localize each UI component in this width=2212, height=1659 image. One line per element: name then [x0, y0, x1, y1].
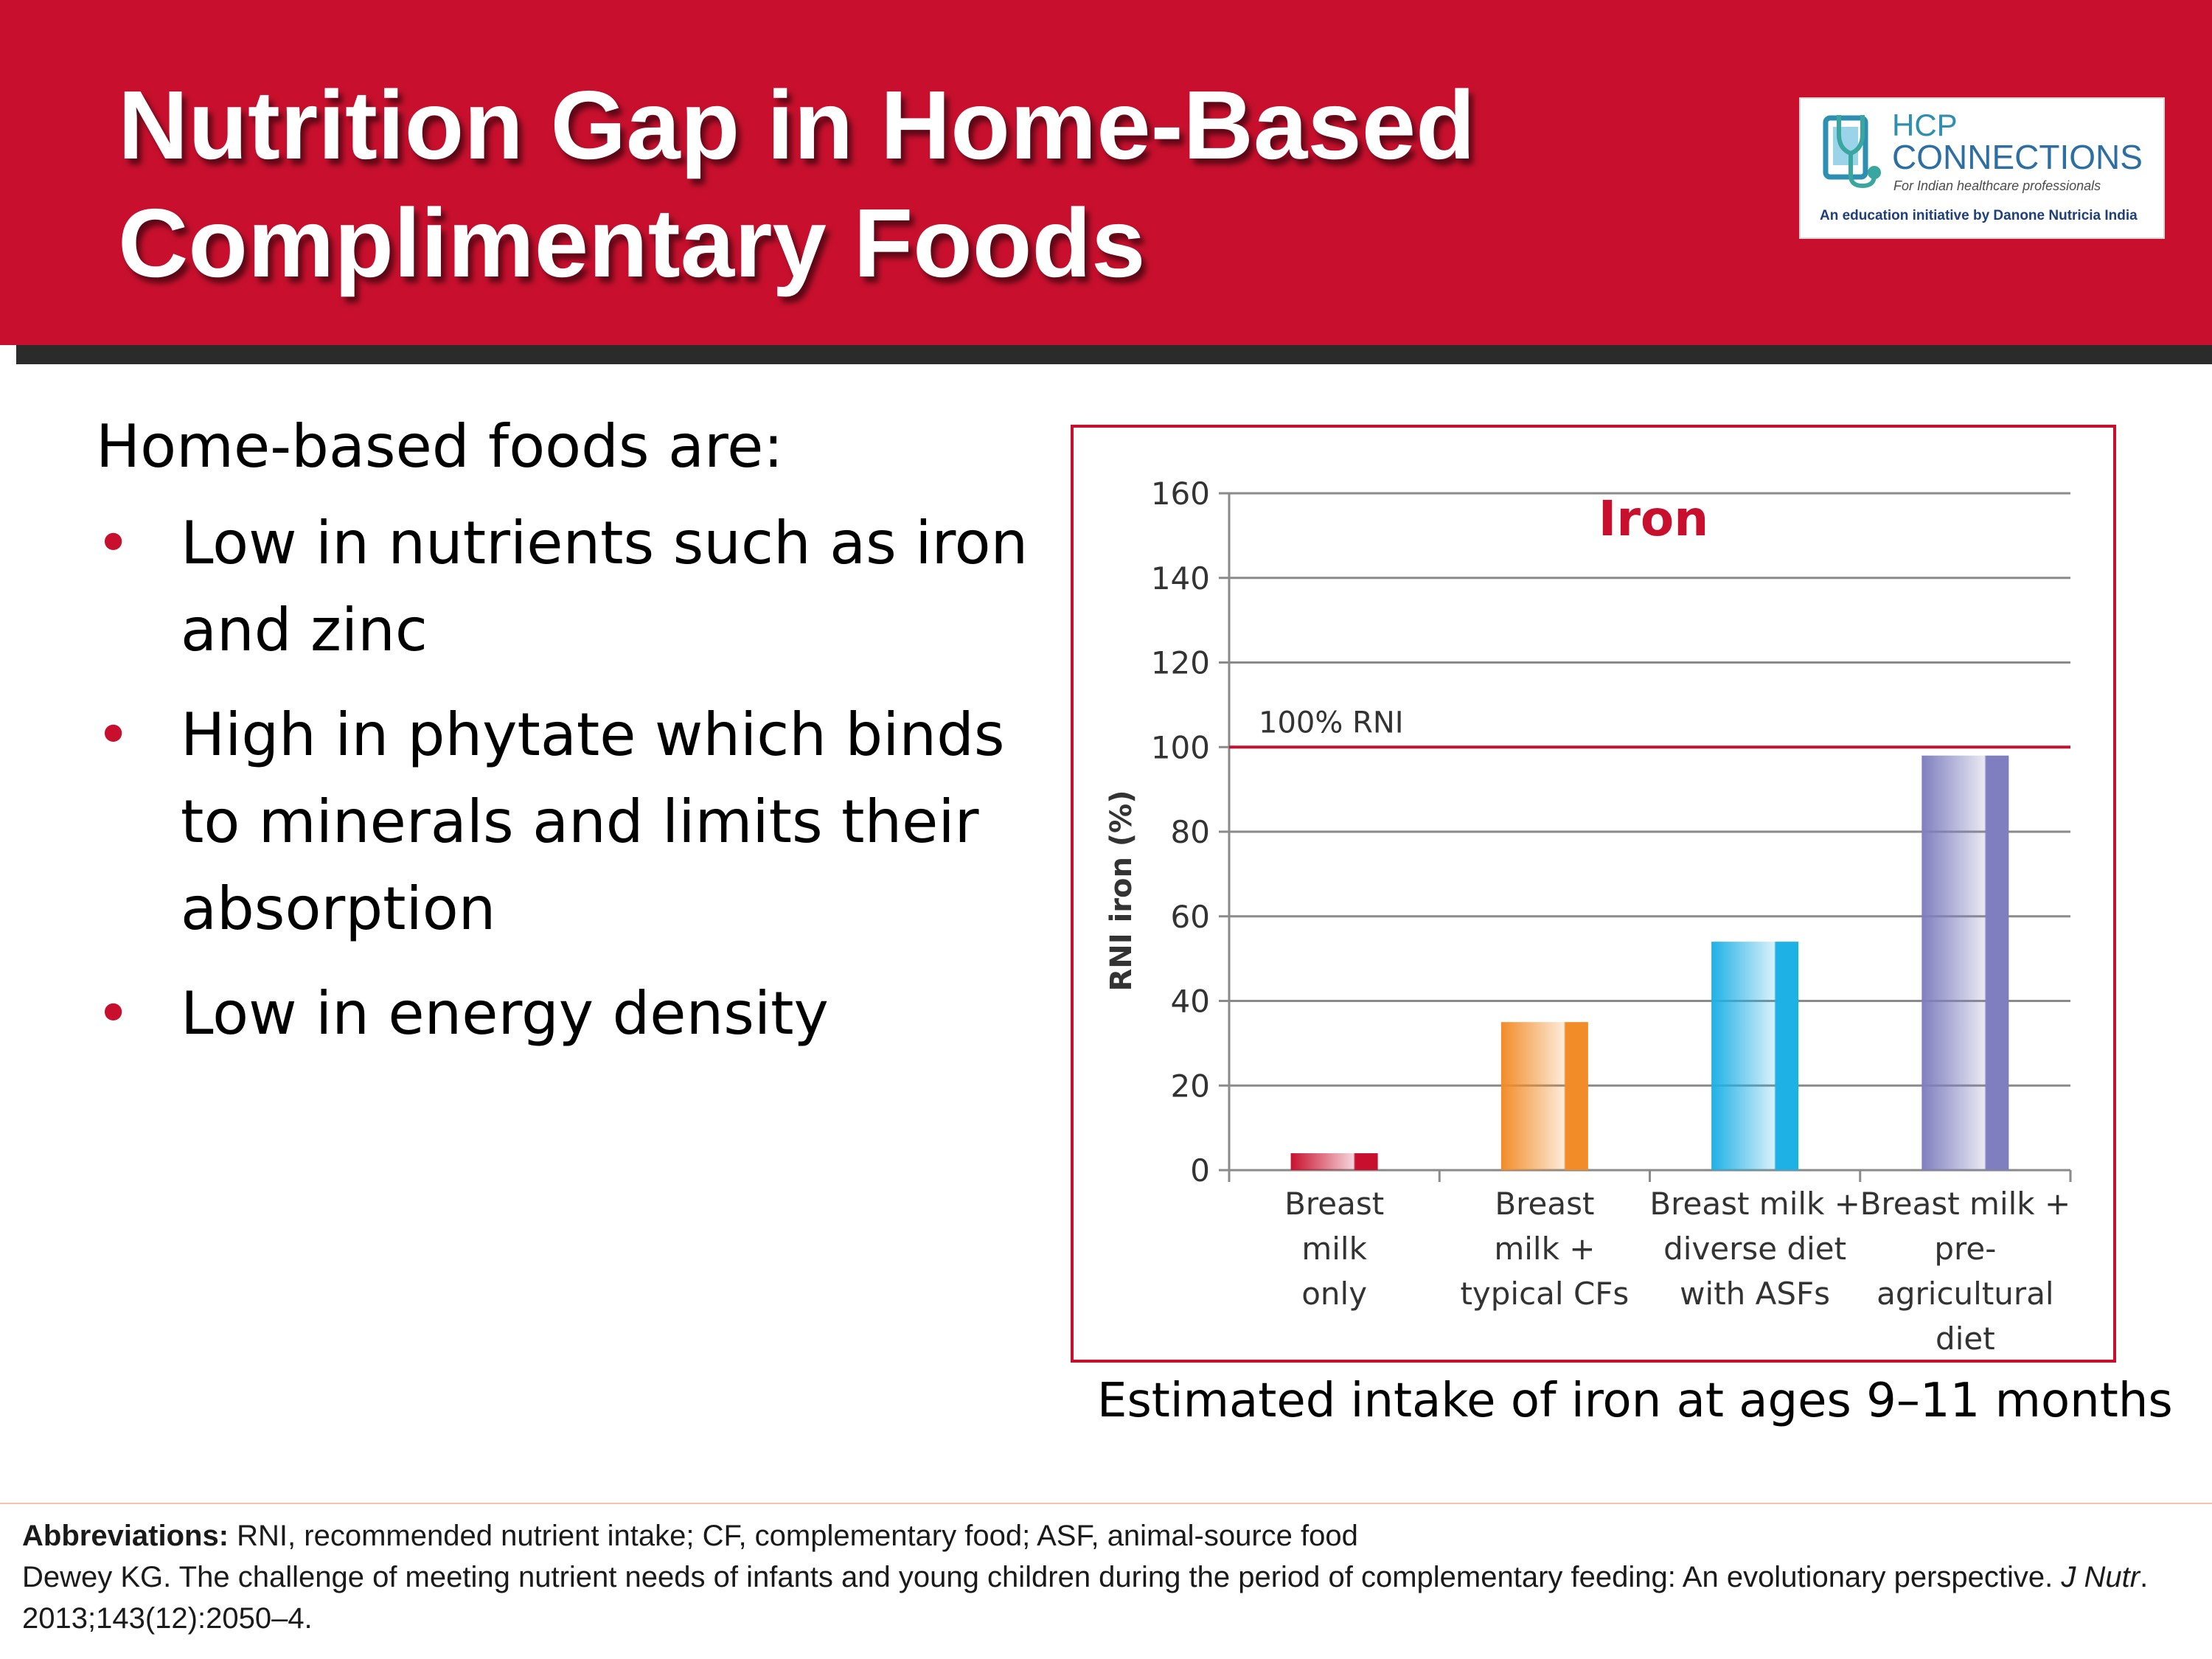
y-tick-label: 60 [1171, 899, 1210, 935]
header-shadow-bar [16, 345, 2212, 364]
x-category-label-line: agricultural [1877, 1276, 2053, 1312]
bullet-item: • High in phytate which binds to mineral… [96, 692, 1054, 953]
bar [1711, 942, 1799, 1170]
x-category-label-line: milk [1301, 1231, 1367, 1267]
x-category-label-line: Breast [1495, 1186, 1594, 1222]
x-category-label-line: with ASFs [1680, 1276, 1830, 1312]
x-category-label-line: only [1301, 1276, 1367, 1312]
chart-frame [1071, 425, 2116, 1363]
logo-tagline: An education initiative by Danone Nutric… [1820, 208, 2138, 223]
bar [1500, 1022, 1588, 1170]
y-tick-label: 80 [1171, 814, 1210, 850]
logo-line-2: CONNECTIONS [1892, 138, 2143, 176]
abbreviations-text: RNI, recommended nutrient intake; CF, co… [229, 1520, 1358, 1552]
y-tick-label: 140 [1151, 560, 1210, 597]
x-category-label-line: Breast milk + [1860, 1186, 2071, 1222]
bullet-list: Home-based foods are: • Low in nutrients… [96, 404, 1054, 1075]
reference-line: Dewey KG. The challenge of meeting nutri… [22, 1557, 2190, 1639]
y-tick-label: 160 [1151, 476, 1210, 512]
x-category-label-line: diverse diet [1663, 1231, 1846, 1267]
bullet-text: High in phytate which binds to minerals … [181, 700, 1005, 943]
bullet-dot-icon: • [96, 509, 131, 577]
y-tick-label: 40 [1171, 984, 1210, 1020]
slide-title: Nutrition Gap in Home-Based Complimentar… [118, 66, 1475, 302]
logo-subtitle: For Indian healthcare professionals [1893, 178, 2101, 193]
bullet-text: Low in energy density [181, 979, 829, 1048]
bullet-intro: Home-based foods are: [96, 412, 784, 481]
footer-divider [0, 1503, 2212, 1504]
y-tick-label: 0 [1190, 1152, 1210, 1189]
reference-journal: J Nutr [2061, 1561, 2140, 1593]
y-tick-label: 20 [1171, 1068, 1210, 1104]
bullet-dot-icon: • [96, 979, 131, 1048]
bullet-text: Low in nutrients such as iron and zinc [181, 509, 1029, 664]
bullet-item: • Low in nutrients such as iron and zinc [96, 500, 1054, 674]
hcp-connections-logo: HCP CONNECTIONS For Indian healthcare pr… [1799, 97, 2165, 239]
chart-caption: Estimated intake of iron at ages 9–11 mo… [1097, 1374, 2173, 1428]
x-category-label: Breast milk + pre-agricultural diet [1860, 1186, 2071, 1357]
iron-bar-chart: 0 20 40 60 80 100 120 140 160 100% RNI Breast milk o… [1105, 476, 2072, 1357]
abbreviations-line: Abbreviations: RNI, recommended nutrient… [22, 1515, 2190, 1557]
title-line-1: Nutrition Gap in Home-Based [118, 71, 1475, 179]
reference-text: Dewey KG. The challenge of meeting nutri… [22, 1561, 2062, 1593]
bullet-dot-icon: • [96, 700, 131, 769]
y-axis-label: RNI iron (%) [1105, 790, 1138, 991]
chart-title: Iron [1599, 490, 1708, 547]
title-line-2: Complimentary Foods [118, 189, 1146, 297]
x-category-label-line: Breast [1284, 1186, 1384, 1222]
abbreviations-label: Abbreviations: [22, 1520, 229, 1552]
reference-line-label: 100% RNI [1259, 706, 1404, 740]
y-tick-label: 120 [1151, 645, 1210, 681]
x-category-label-line: diet [1935, 1321, 1995, 1357]
reference-tail: . 2013;143(12):2050–4. [22, 1561, 2149, 1635]
footer-references: Abbreviations: RNI, recommended nutrient… [22, 1515, 2190, 1639]
x-category-label: Breast milk only [1284, 1186, 1384, 1312]
y-tick-label: 100 [1151, 729, 1210, 765]
bullet-item: • Low in energy density [96, 970, 1054, 1057]
bar [1290, 1153, 1378, 1170]
x-category-label-line: typical CFs [1460, 1276, 1629, 1312]
x-category-label: Breast milk + diverse diet with ASFs [1649, 1186, 1860, 1312]
stethoscope-tablet-icon [1823, 115, 1881, 189]
bar [1921, 755, 2009, 1170]
x-category-label: Breast milk + typical CFs [1460, 1186, 1629, 1312]
x-category-label-line: milk + [1494, 1231, 1595, 1267]
x-category-label-line: Breast milk + [1649, 1186, 1860, 1222]
logo-line-1: HCP [1892, 108, 1958, 142]
x-category-label-line: pre- [1934, 1231, 1996, 1267]
